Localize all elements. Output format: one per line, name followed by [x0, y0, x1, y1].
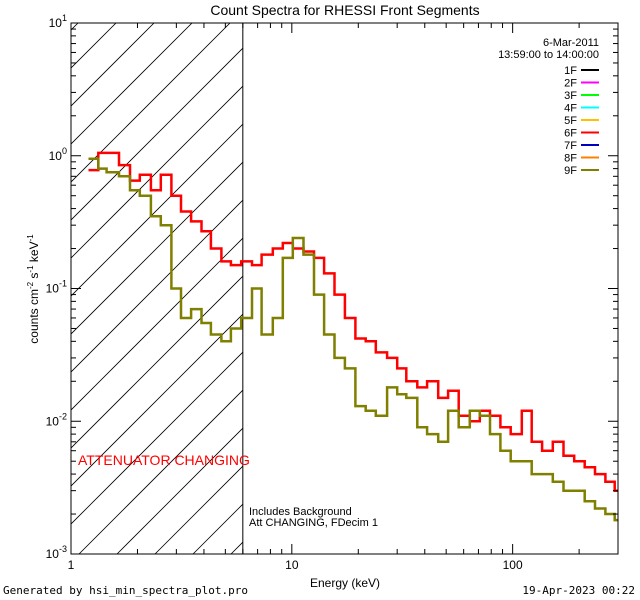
- y-axis-label: counts cm-2 s-1 keV-1: [26, 234, 41, 344]
- legend-label-9F: 9F: [564, 165, 577, 177]
- series-9F-line: [88, 157, 618, 522]
- legend-label-4F: 4F: [564, 103, 577, 115]
- y-tick-label: 101: [49, 13, 67, 30]
- date-label: 6-Mar-2011: [543, 37, 599, 49]
- legend-label-5F: 5F: [564, 115, 577, 127]
- x-tick-label: 100: [503, 558, 523, 572]
- legend-label-6F: 6F: [564, 128, 577, 140]
- series-6F-line: [88, 151, 618, 492]
- y-tick-label: 10-1: [46, 279, 67, 296]
- legend-label-3F: 3F: [564, 90, 577, 102]
- legend-label-1F: 1F: [564, 65, 577, 77]
- note-background: Includes Background: [249, 506, 352, 518]
- attenuator-label: ATTENUATOR CHANGING: [78, 452, 250, 468]
- y-tick-label: 10-2: [46, 411, 67, 428]
- footer-timestamp: 19-Apr-2023 00:22: [522, 584, 635, 597]
- chart-title: Count Spectra for RHESSI Front Segments: [210, 2, 479, 18]
- x-axis-label: Energy (keV): [310, 576, 380, 590]
- legend-label-7F: 7F: [564, 140, 577, 152]
- x-tick-label: 10: [285, 558, 299, 572]
- legend-label-2F: 2F: [564, 78, 577, 90]
- hatch-lines: [71, 23, 243, 554]
- note-attenuator: Att CHANGING, FDecim 1: [249, 517, 378, 529]
- y-tick-label: 10-3: [46, 544, 67, 561]
- y-tick-label: 100: [49, 146, 67, 163]
- hatched-region: [71, 23, 244, 554]
- legend-label-8F: 8F: [564, 153, 577, 165]
- footer-generated: Generated by hsi_min_spectra_plot.pro: [3, 584, 249, 597]
- time-range-label: 13:59:00 to 14:00:00: [498, 49, 599, 61]
- x-tick-label: 1: [68, 558, 75, 572]
